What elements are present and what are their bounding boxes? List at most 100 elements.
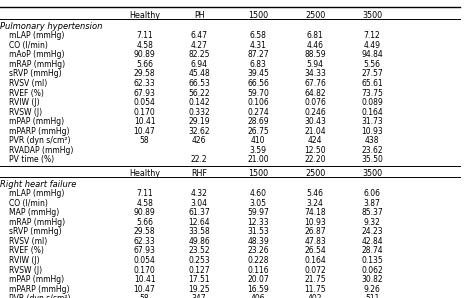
Text: 0.135: 0.135 <box>361 256 383 265</box>
Text: 61.37: 61.37 <box>188 208 210 217</box>
Text: 0.127: 0.127 <box>188 266 210 274</box>
Text: RVEF (%): RVEF (%) <box>9 89 44 97</box>
Text: 26.54: 26.54 <box>304 246 326 255</box>
Text: 29.19: 29.19 <box>188 117 210 126</box>
Text: 0.246: 0.246 <box>304 108 326 117</box>
Text: 67.93: 67.93 <box>134 89 155 97</box>
Text: 4.58: 4.58 <box>136 199 153 208</box>
Text: 64.82: 64.82 <box>304 89 326 97</box>
Text: MAP (mmHg): MAP (mmHg) <box>9 208 59 217</box>
Text: 511: 511 <box>365 294 379 298</box>
Text: mLAP (mmHg): mLAP (mmHg) <box>9 31 64 40</box>
Text: 0.332: 0.332 <box>188 108 210 117</box>
Text: 4.60: 4.60 <box>250 189 267 198</box>
Text: 406: 406 <box>251 294 265 298</box>
Text: 56.22: 56.22 <box>188 89 210 97</box>
Text: 7.11: 7.11 <box>136 189 153 198</box>
Text: 4.32: 4.32 <box>191 189 208 198</box>
Text: 12.50: 12.50 <box>304 146 326 155</box>
Text: 6.06: 6.06 <box>364 189 381 198</box>
Text: 30.82: 30.82 <box>361 275 383 284</box>
Text: PVR (dyn s/cm²): PVR (dyn s/cm²) <box>9 294 70 298</box>
Text: 62.33: 62.33 <box>134 237 155 246</box>
Text: Pulmonary hypertension: Pulmonary hypertension <box>0 22 102 31</box>
Text: 90.89: 90.89 <box>134 208 155 217</box>
Text: 34.33: 34.33 <box>304 69 326 78</box>
Text: 10.41: 10.41 <box>134 275 155 284</box>
Text: 0.116: 0.116 <box>247 266 269 274</box>
Text: Healthy: Healthy <box>129 169 160 178</box>
Text: 90.89: 90.89 <box>134 50 155 59</box>
Text: 5.66: 5.66 <box>136 60 153 69</box>
Text: 42.84: 42.84 <box>361 237 383 246</box>
Text: 1500: 1500 <box>248 169 268 178</box>
Text: 49.86: 49.86 <box>188 237 210 246</box>
Text: 0.072: 0.072 <box>304 266 326 274</box>
Text: 62.33: 62.33 <box>134 79 155 88</box>
Text: 39.45: 39.45 <box>247 69 269 78</box>
Text: 48.39: 48.39 <box>247 237 269 246</box>
Text: 35.50: 35.50 <box>361 155 383 164</box>
Text: 7.12: 7.12 <box>364 31 381 40</box>
Text: 59.97: 59.97 <box>247 208 269 217</box>
Text: 11.75: 11.75 <box>304 285 326 294</box>
Text: 94.84: 94.84 <box>361 50 383 59</box>
Text: 7.11: 7.11 <box>136 31 153 40</box>
Text: 0.170: 0.170 <box>134 266 155 274</box>
Text: 10.93: 10.93 <box>304 218 326 227</box>
Text: 347: 347 <box>192 294 206 298</box>
Text: mRAP (mmHg): mRAP (mmHg) <box>9 218 64 227</box>
Text: Healthy: Healthy <box>129 11 160 20</box>
Text: 45.48: 45.48 <box>188 69 210 78</box>
Text: 5.56: 5.56 <box>364 60 381 69</box>
Text: sRVP (mmHg): sRVP (mmHg) <box>9 69 61 78</box>
Text: 0.054: 0.054 <box>134 256 155 265</box>
Text: PVR (dyn s/cm²): PVR (dyn s/cm²) <box>9 136 70 145</box>
Text: 0.089: 0.089 <box>361 98 383 107</box>
Text: 26.75: 26.75 <box>247 127 269 136</box>
Text: 0.253: 0.253 <box>188 256 210 265</box>
Text: 4.27: 4.27 <box>191 41 208 50</box>
Text: 6.81: 6.81 <box>307 31 324 40</box>
Text: mAoP (mmHg): mAoP (mmHg) <box>9 50 64 59</box>
Text: 3.05: 3.05 <box>250 199 267 208</box>
Text: 438: 438 <box>365 136 379 145</box>
Text: RVSV (ml): RVSV (ml) <box>9 237 47 246</box>
Text: 4.46: 4.46 <box>307 41 324 50</box>
Text: RVADAP (mmHg): RVADAP (mmHg) <box>9 146 73 155</box>
Text: 2500: 2500 <box>305 11 325 20</box>
Text: 0.170: 0.170 <box>134 108 155 117</box>
Text: 1500: 1500 <box>248 11 268 20</box>
Text: sRVP (mmHg): sRVP (mmHg) <box>9 227 61 236</box>
Text: 4.49: 4.49 <box>364 41 381 50</box>
Text: 6.58: 6.58 <box>250 31 267 40</box>
Text: RHF: RHF <box>191 169 207 178</box>
Text: RVSW (J): RVSW (J) <box>9 108 42 117</box>
Text: 74.18: 74.18 <box>304 208 326 217</box>
Text: 3.04: 3.04 <box>191 199 208 208</box>
Text: 22.20: 22.20 <box>304 155 326 164</box>
Text: 17.51: 17.51 <box>188 275 210 284</box>
Text: 0.062: 0.062 <box>361 266 383 274</box>
Text: 16.59: 16.59 <box>247 285 269 294</box>
Text: mLAP (mmHg): mLAP (mmHg) <box>9 189 64 198</box>
Text: 27.57: 27.57 <box>361 69 383 78</box>
Text: mPAP (mmHg): mPAP (mmHg) <box>9 117 64 126</box>
Text: 410: 410 <box>251 136 265 145</box>
Text: 33.58: 33.58 <box>188 227 210 236</box>
Text: 67.93: 67.93 <box>134 246 155 255</box>
Text: 0.164: 0.164 <box>361 108 383 117</box>
Text: 10.41: 10.41 <box>134 117 155 126</box>
Text: 88.59: 88.59 <box>304 50 326 59</box>
Text: 12.64: 12.64 <box>188 218 210 227</box>
Text: 29.58: 29.58 <box>134 227 155 236</box>
Text: 5.66: 5.66 <box>136 218 153 227</box>
Text: 0.164: 0.164 <box>304 256 326 265</box>
Text: mPARP (mmHg): mPARP (mmHg) <box>9 127 69 136</box>
Text: 66.53: 66.53 <box>188 79 210 88</box>
Text: 58: 58 <box>140 294 149 298</box>
Text: 65.61: 65.61 <box>361 79 383 88</box>
Text: 6.47: 6.47 <box>191 31 208 40</box>
Text: 9.26: 9.26 <box>364 285 381 294</box>
Text: 0.076: 0.076 <box>304 98 326 107</box>
